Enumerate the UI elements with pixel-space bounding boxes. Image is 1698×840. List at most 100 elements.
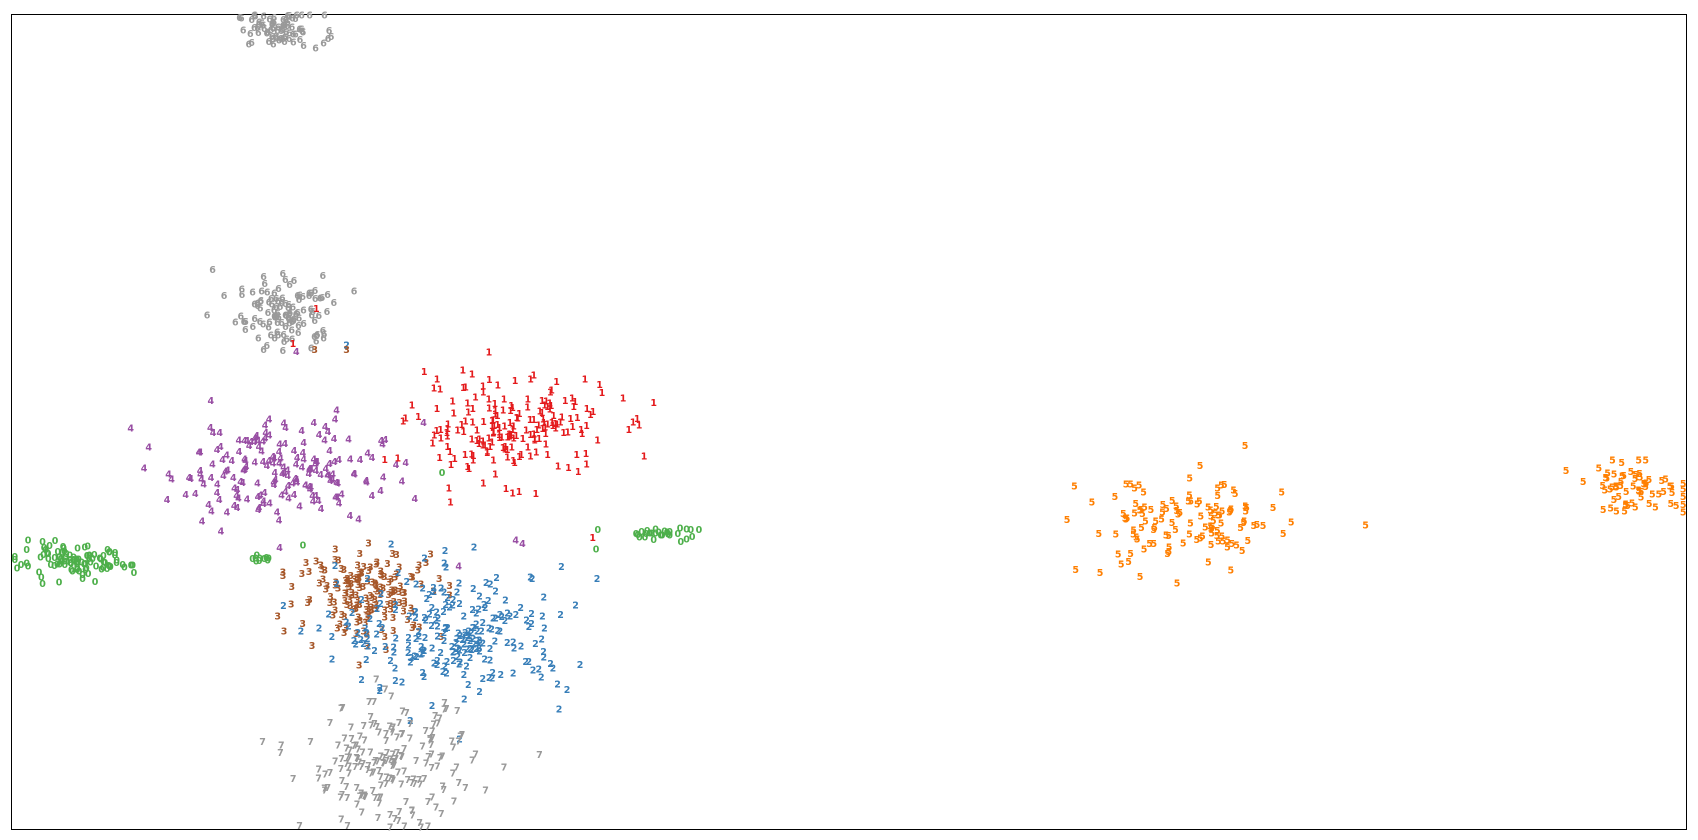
point-digit-7-1205: 7 <box>357 792 364 803</box>
point-digit-3-802: 3 <box>401 588 408 599</box>
point-digit-6-65: 6 <box>238 13 245 24</box>
point-digit-3-777: 3 <box>353 601 360 612</box>
point-digit-2-905: 2 <box>470 623 477 634</box>
point-digit-7-1222: 7 <box>409 806 416 817</box>
point-digit-4-367: 4 <box>266 431 273 442</box>
point-digit-2-1111: 2 <box>540 647 547 658</box>
point-digit-6-130: 6 <box>294 308 301 319</box>
point-digit-3-758: 3 <box>313 557 320 568</box>
point-digit-7-1231: 7 <box>343 744 350 755</box>
point-digit-7-1249: 7 <box>482 786 489 797</box>
point-digit-7-1217: 7 <box>368 720 375 731</box>
point-digit-6-84: 6 <box>285 312 292 323</box>
point-digit-6-131: 6 <box>263 341 270 352</box>
point-digit-2-1067: 2 <box>316 624 323 635</box>
point-digit-3-774: 3 <box>341 565 348 576</box>
point-digit-4-226: 4 <box>198 475 205 486</box>
point-digit-5-1493: 5 <box>1619 471 1626 482</box>
point-digit-5-1481: 5 <box>1602 473 1609 484</box>
point-digit-5-1419: 5 <box>1214 484 1221 495</box>
point-digit-1-382: 1 <box>625 425 632 436</box>
point-digit-3-763: 3 <box>416 561 423 572</box>
point-digit-0-711: 0 <box>253 556 260 567</box>
point-digit-6-123: 6 <box>330 298 337 309</box>
point-digit-1-424: 1 <box>524 442 531 453</box>
point-digit-6-12: 6 <box>282 16 289 27</box>
point-digit-3-822: 3 <box>373 559 380 570</box>
point-digit-1-522: 1 <box>491 421 498 432</box>
point-digit-1-537: 1 <box>434 404 441 415</box>
point-digit-6-103: 6 <box>285 303 292 314</box>
point-digit-2-1108: 2 <box>558 562 565 573</box>
point-digit-4-368: 4 <box>291 446 298 457</box>
point-digit-1-519: 1 <box>562 396 569 407</box>
point-digit-7-1225: 7 <box>356 758 363 769</box>
point-digit-1-463: 1 <box>492 409 499 420</box>
point-digit-1-531: 1 <box>433 426 440 437</box>
point-digit-7-1147: 7 <box>398 730 405 741</box>
point-digit-5-1424: 5 <box>1240 518 1247 529</box>
point-digit-3-847: 3 <box>327 592 334 603</box>
point-digit-0-591: 0 <box>63 549 70 560</box>
point-digit-4-300: 4 <box>334 493 341 504</box>
point-digit-2-1031: 2 <box>456 579 463 590</box>
point-digit-2-906: 2 <box>442 624 449 635</box>
point-digit-1-380: 1 <box>498 433 505 444</box>
point-digit-0-654: 0 <box>96 554 103 565</box>
point-digit-1-457: 1 <box>533 425 540 436</box>
point-digit-1-526: 1 <box>447 447 454 458</box>
point-digit-2-973: 2 <box>433 607 440 618</box>
point-digit-4-348: 4 <box>224 466 231 477</box>
point-digit-7-1300: 7 <box>374 757 381 768</box>
point-digit-0-641: 0 <box>52 536 59 547</box>
point-digit-6-151: 6 <box>277 302 284 313</box>
point-digit-0-682: 0 <box>696 525 703 536</box>
point-digit-1-562: 1 <box>584 404 591 415</box>
point-digit-2-1112: 2 <box>411 651 418 662</box>
point-digit-2-958: 2 <box>420 646 427 657</box>
point-digit-2-919: 2 <box>362 624 369 635</box>
point-digit-3-787: 3 <box>356 549 363 560</box>
point-digit-4-370: 4 <box>266 456 273 467</box>
point-digit-2-1014: 2 <box>441 587 448 598</box>
point-digit-0-604: 0 <box>59 557 66 568</box>
point-digit-7-1157: 7 <box>389 774 396 785</box>
point-digit-6-146: 6 <box>241 317 248 328</box>
point-digit-2-1039: 2 <box>432 615 439 626</box>
point-digit-2-974: 2 <box>468 645 475 656</box>
point-digit-0-638: 0 <box>56 553 63 564</box>
point-digit-5-1365: 5 <box>1205 558 1212 569</box>
point-digit-7-1269: 7 <box>367 747 374 758</box>
point-digit-7-1234: 7 <box>371 758 378 769</box>
point-digit-6-153: 6 <box>283 311 290 322</box>
point-digit-1-420: 1 <box>544 402 551 413</box>
point-digit-2-933: 2 <box>465 627 472 638</box>
point-digit-3-727: 3 <box>346 582 353 593</box>
point-digit-7-1204: 7 <box>324 783 331 794</box>
point-digit-5-1382: 5 <box>1146 539 1153 550</box>
point-digit-5-1497: 5 <box>1622 499 1629 510</box>
point-digit-5-1371: 5 <box>1174 578 1181 589</box>
point-digit-4-235: 4 <box>310 496 317 507</box>
point-digit-3-728: 3 <box>396 598 403 609</box>
point-digit-2-1021: 2 <box>405 641 412 652</box>
point-digit-5-1438: 5 <box>1601 485 1608 496</box>
point-digit-3-752: 3 <box>354 560 361 571</box>
point-digit-5-1322: 5 <box>1071 482 1078 493</box>
point-digit-7-1228: 7 <box>448 737 455 748</box>
point-digit-2-999: 2 <box>434 622 441 633</box>
point-digit-6-154: 6 <box>279 293 286 304</box>
point-digit-7-1120: 7 <box>455 737 462 748</box>
point-digit-1-441: 1 <box>542 429 549 440</box>
point-digit-1-513: 1 <box>548 401 555 412</box>
point-digit-3-733: 3 <box>288 582 295 593</box>
point-digit-4-310: 4 <box>236 447 243 458</box>
point-digit-3-819: 3 <box>409 607 416 618</box>
point-digit-2-934: 2 <box>413 580 420 591</box>
point-digit-6-177: 6 <box>275 330 282 341</box>
point-digit-5-1331: 5 <box>1214 531 1221 542</box>
point-digit-6-132: 6 <box>274 309 281 320</box>
point-digit-3-824: 3 <box>357 568 364 579</box>
point-digit-7-1152: 7 <box>374 722 381 733</box>
point-digit-1-520: 1 <box>504 453 511 464</box>
